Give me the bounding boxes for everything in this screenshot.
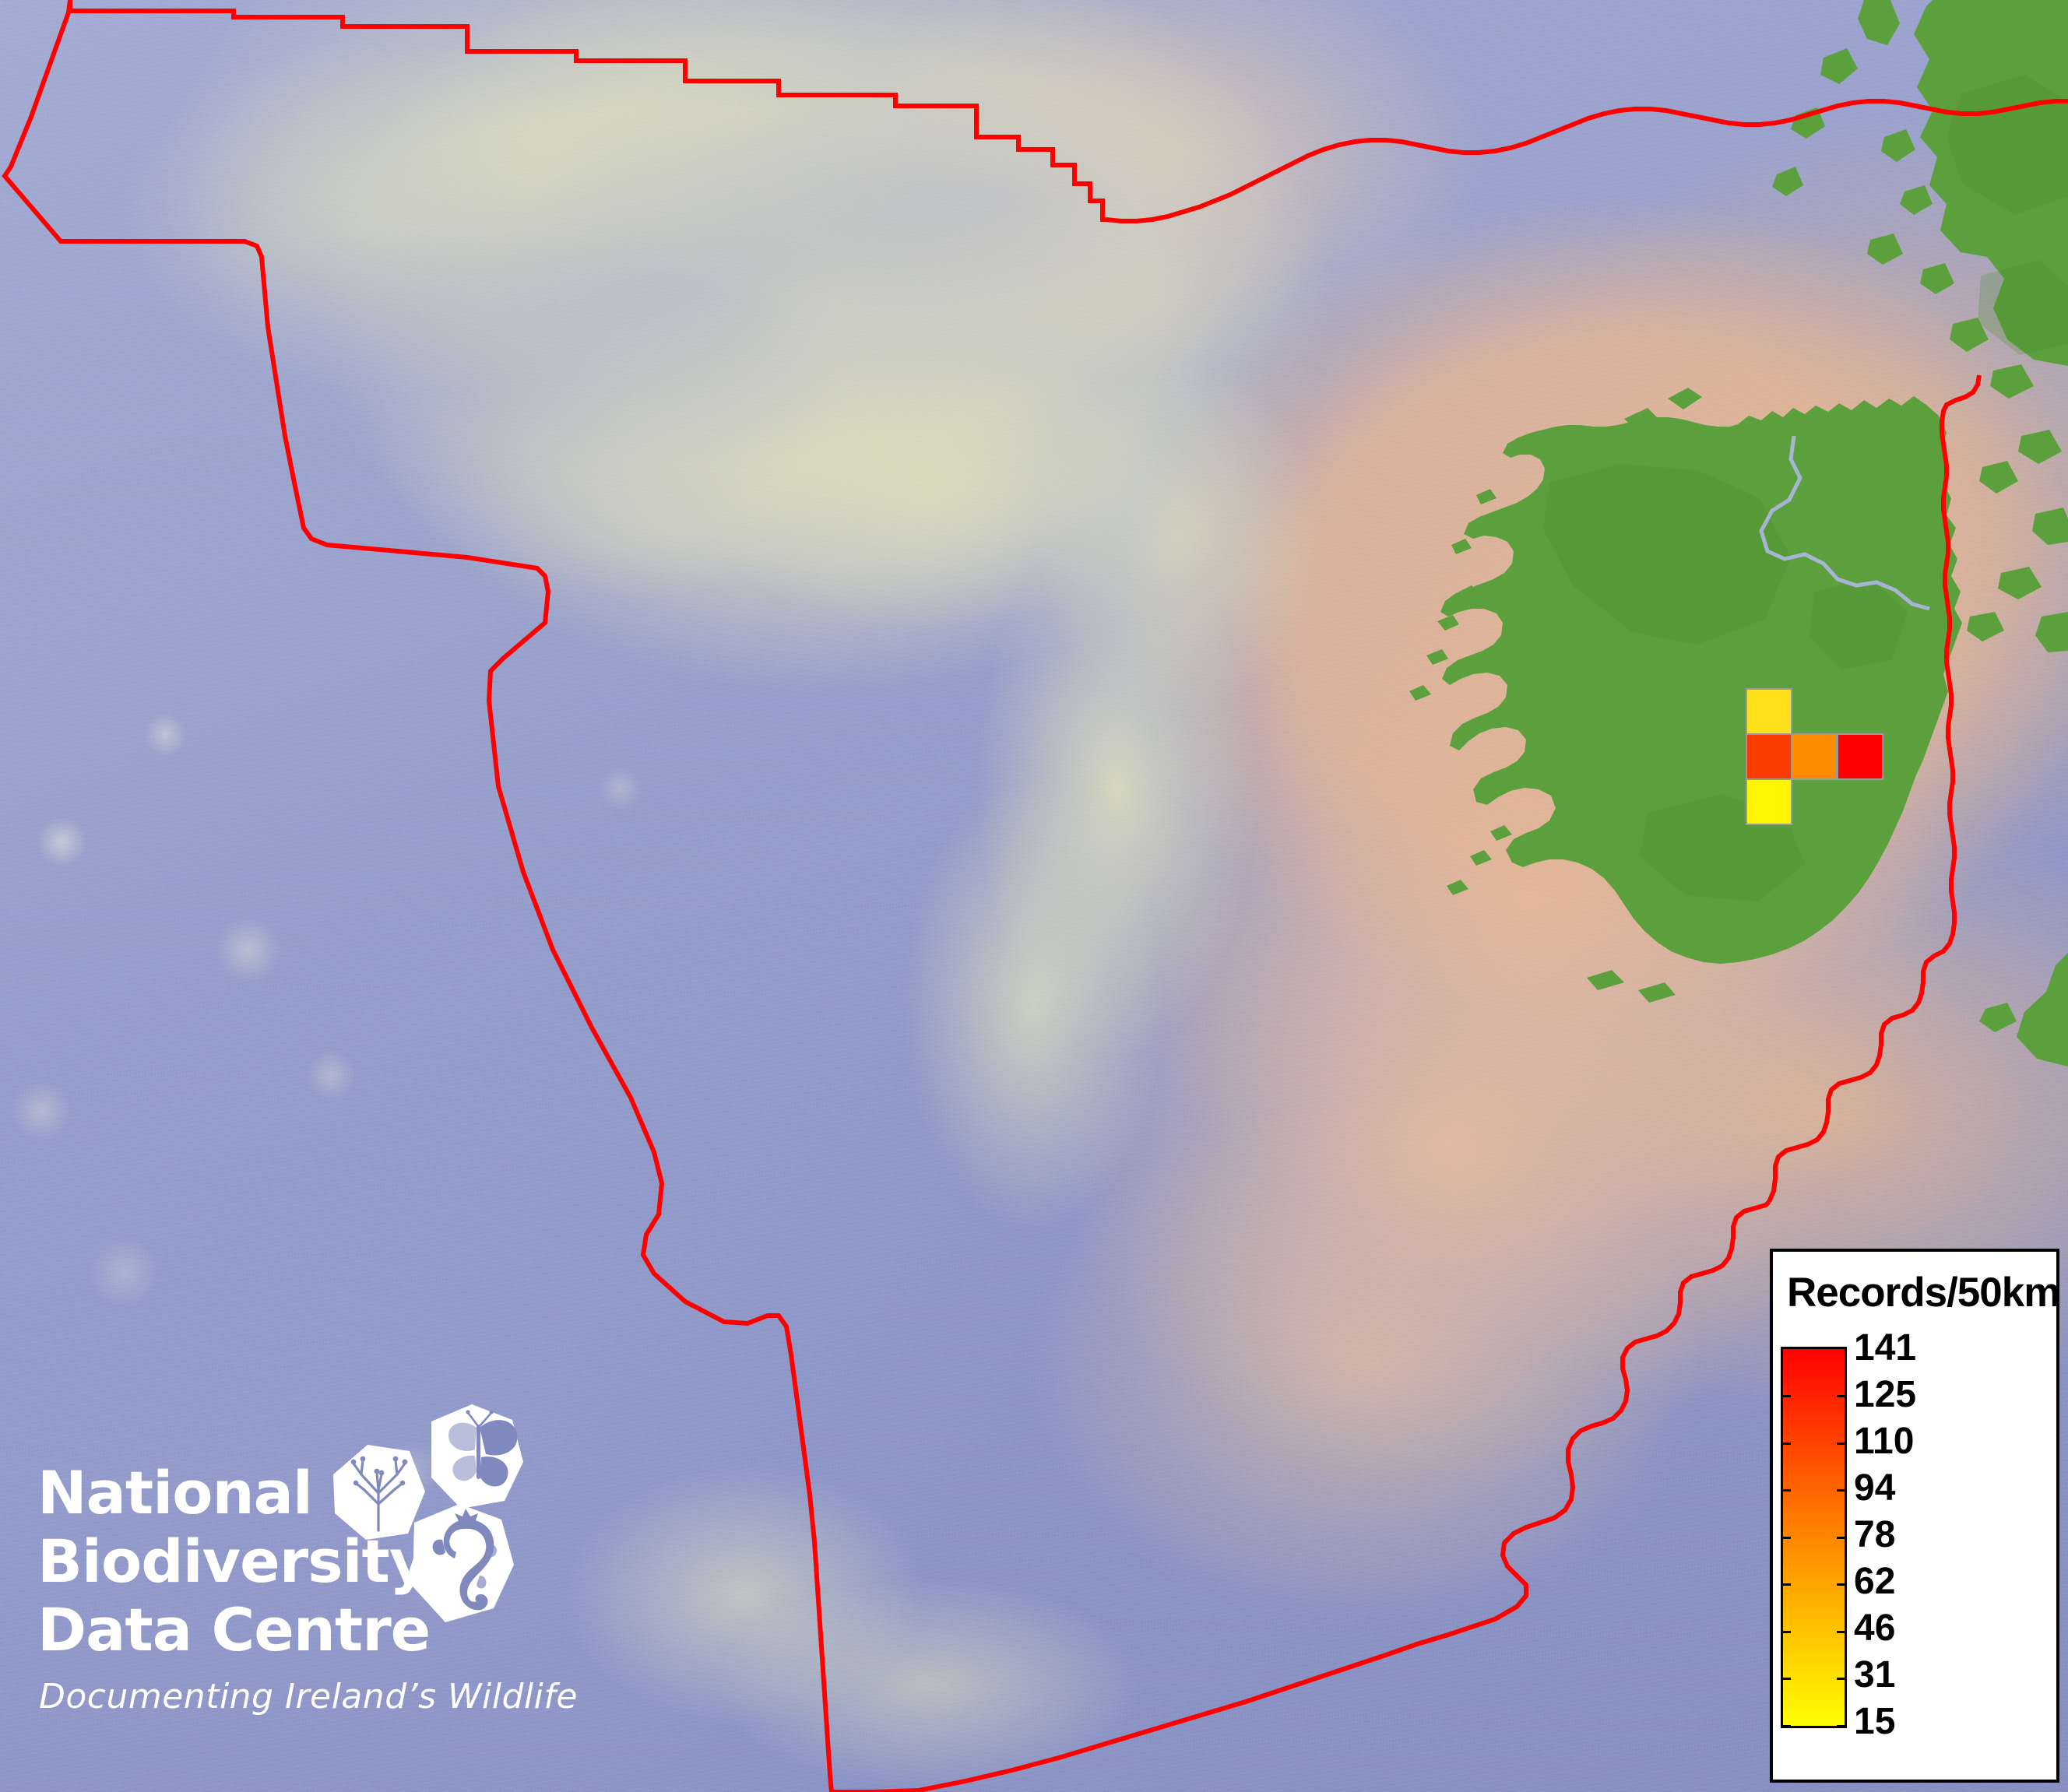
legend-label-31: 31 (1854, 1654, 1896, 1695)
legend-label-46: 46 (1854, 1608, 1896, 1649)
nbdc-logo: National Biodiversity Data Centre Docume… (37, 1400, 723, 1789)
butterfly-icon (431, 1404, 523, 1509)
wales-islands (1979, 1003, 2017, 1032)
wales-landmass (1979, 953, 2068, 1066)
ireland-landmass (1409, 388, 1962, 1003)
scotland-polygon (1914, 0, 2068, 366)
nbdc-logo-marks (333, 1404, 523, 1622)
legend-title: Records/50km (1787, 1270, 2060, 1316)
legend-label-15: 15 (1854, 1701, 1896, 1742)
colorbar-tick (1837, 1489, 1845, 1492)
nbdc-logo-text: National Biodiversity Data Centre (37, 1459, 505, 1664)
colorbar-tick (1782, 1724, 1791, 1727)
records-grid-cells (1746, 688, 1883, 825)
legend-label-62: 62 (1854, 1561, 1896, 1602)
eez-boundary-path-southeast (832, 1200, 1771, 1792)
colorbar-tick (1782, 1442, 1791, 1445)
colorbar-tick (1837, 1536, 1845, 1539)
eez-boundary-path-east (1767, 374, 1982, 1203)
cell-east (1837, 733, 1883, 780)
logo-line-3: Data Centre (37, 1595, 431, 1664)
cell-south (1746, 778, 1792, 825)
colorbar-tick (1837, 1724, 1845, 1727)
legend-label-110: 110 (1854, 1421, 1915, 1462)
scotland-terrain-shading (1947, 75, 2068, 355)
colorbar-tick (1837, 1442, 1845, 1445)
eez-boundary-path-north (1105, 99, 2068, 223)
logo-line-2: Biodiversity (37, 1527, 427, 1596)
legend-panel: Records/50km 141 125 110 94 78 62 46 31 15 (1770, 1249, 2060, 1783)
colorbar-gradient (1781, 1347, 1847, 1728)
plant-icon (333, 1445, 425, 1540)
colorbar-tick (1782, 1630, 1791, 1633)
wales-polygon (2017, 953, 2068, 1066)
colorbar-tick (1782, 1536, 1791, 1539)
logo-line-1: National (37, 1458, 313, 1527)
colorbar-tick (1782, 1583, 1791, 1586)
cell-centre (1791, 733, 1838, 780)
legend-tick-labels: 141 125 110 94 78 62 46 31 15 (1854, 1330, 2049, 1750)
colorbar-tick (1782, 1678, 1791, 1680)
cell-north (1746, 688, 1792, 735)
colorbar-tick (1837, 1583, 1845, 1586)
northern-ireland-border (1759, 435, 1930, 611)
colorbar-tick (1837, 1678, 1845, 1680)
scotland-landmass (1772, 0, 2068, 652)
colorbar-tick (1782, 1395, 1791, 1397)
seahorse-icon (413, 1504, 514, 1622)
nbdc-logo-tagline: Documenting Ireland’s Wildlife (39, 1677, 578, 1716)
legend-label-78: 78 (1854, 1514, 1896, 1555)
colorbar-wrapper (1781, 1347, 1847, 1728)
legend-label-141: 141 (1854, 1327, 1917, 1369)
legend-label-125: 125 (1854, 1374, 1917, 1415)
ireland-terrain-shading (1543, 464, 1908, 901)
northwest-peninsulas (1590, 388, 1702, 458)
colorbar-tick (1782, 1489, 1791, 1492)
colorbar-tick (1837, 1630, 1845, 1633)
legend-label-94: 94 (1854, 1467, 1896, 1509)
cell-west (1746, 733, 1792, 780)
colorbar-tick (1837, 1395, 1845, 1397)
scotland-southwest-islands (1967, 567, 2068, 652)
ireland-polygon (1440, 396, 1962, 964)
eez-boundary-path (68, 0, 1106, 222)
eez-boundary-path-west (2, 0, 834, 1792)
